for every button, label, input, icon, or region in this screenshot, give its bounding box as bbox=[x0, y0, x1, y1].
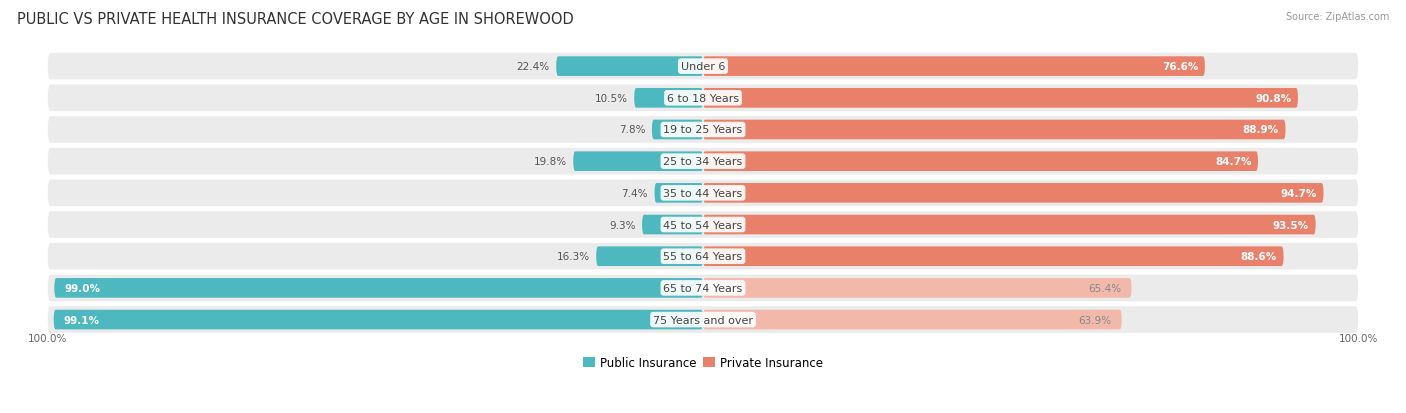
Text: 88.9%: 88.9% bbox=[1243, 125, 1279, 135]
Text: 35 to 44 Years: 35 to 44 Years bbox=[664, 188, 742, 198]
Text: 65 to 74 Years: 65 to 74 Years bbox=[664, 283, 742, 293]
Text: 6 to 18 Years: 6 to 18 Years bbox=[666, 94, 740, 104]
FancyBboxPatch shape bbox=[703, 215, 1316, 235]
Text: 19 to 25 Years: 19 to 25 Years bbox=[664, 125, 742, 135]
Text: 84.7%: 84.7% bbox=[1215, 157, 1251, 167]
Text: 7.4%: 7.4% bbox=[621, 188, 648, 198]
FancyBboxPatch shape bbox=[557, 57, 703, 77]
FancyBboxPatch shape bbox=[48, 212, 1358, 238]
Text: 93.5%: 93.5% bbox=[1272, 220, 1309, 230]
FancyBboxPatch shape bbox=[48, 243, 1358, 270]
FancyBboxPatch shape bbox=[655, 184, 703, 203]
FancyBboxPatch shape bbox=[48, 149, 1358, 175]
Text: 88.6%: 88.6% bbox=[1240, 252, 1277, 261]
FancyBboxPatch shape bbox=[703, 120, 1285, 140]
FancyBboxPatch shape bbox=[574, 152, 703, 171]
Text: 100.0%: 100.0% bbox=[1339, 333, 1378, 343]
FancyBboxPatch shape bbox=[643, 215, 703, 235]
Text: 25 to 34 Years: 25 to 34 Years bbox=[664, 157, 742, 167]
Text: PUBLIC VS PRIVATE HEALTH INSURANCE COVERAGE BY AGE IN SHOREWOOD: PUBLIC VS PRIVATE HEALTH INSURANCE COVER… bbox=[17, 12, 574, 27]
FancyBboxPatch shape bbox=[48, 180, 1358, 206]
FancyBboxPatch shape bbox=[703, 152, 1258, 171]
Text: 76.6%: 76.6% bbox=[1161, 62, 1198, 72]
Text: 22.4%: 22.4% bbox=[516, 62, 550, 72]
FancyBboxPatch shape bbox=[48, 306, 1358, 333]
FancyBboxPatch shape bbox=[703, 57, 1205, 77]
Text: 10.5%: 10.5% bbox=[595, 94, 627, 104]
FancyBboxPatch shape bbox=[703, 184, 1323, 203]
Legend: Public Insurance, Private Insurance: Public Insurance, Private Insurance bbox=[578, 351, 828, 374]
FancyBboxPatch shape bbox=[48, 85, 1358, 112]
FancyBboxPatch shape bbox=[703, 310, 1122, 330]
Text: 9.3%: 9.3% bbox=[609, 220, 636, 230]
FancyBboxPatch shape bbox=[48, 275, 1358, 301]
Text: 45 to 54 Years: 45 to 54 Years bbox=[664, 220, 742, 230]
Text: 19.8%: 19.8% bbox=[534, 157, 567, 167]
Text: 100.0%: 100.0% bbox=[28, 333, 67, 343]
Text: 7.8%: 7.8% bbox=[619, 125, 645, 135]
FancyBboxPatch shape bbox=[703, 278, 1132, 298]
FancyBboxPatch shape bbox=[703, 89, 1298, 108]
Text: 94.7%: 94.7% bbox=[1281, 188, 1317, 198]
Text: 99.1%: 99.1% bbox=[63, 315, 100, 325]
FancyBboxPatch shape bbox=[652, 120, 703, 140]
Text: 63.9%: 63.9% bbox=[1078, 315, 1112, 325]
FancyBboxPatch shape bbox=[48, 117, 1358, 143]
Text: 55 to 64 Years: 55 to 64 Years bbox=[664, 252, 742, 261]
FancyBboxPatch shape bbox=[48, 54, 1358, 80]
Text: 16.3%: 16.3% bbox=[557, 252, 589, 261]
Text: Under 6: Under 6 bbox=[681, 62, 725, 72]
Text: Source: ZipAtlas.com: Source: ZipAtlas.com bbox=[1285, 12, 1389, 22]
Text: 99.0%: 99.0% bbox=[65, 283, 100, 293]
Text: 90.8%: 90.8% bbox=[1256, 94, 1291, 104]
FancyBboxPatch shape bbox=[596, 247, 703, 266]
FancyBboxPatch shape bbox=[53, 310, 703, 330]
FancyBboxPatch shape bbox=[55, 278, 703, 298]
Text: 75 Years and over: 75 Years and over bbox=[652, 315, 754, 325]
Text: 65.4%: 65.4% bbox=[1088, 283, 1122, 293]
FancyBboxPatch shape bbox=[634, 89, 703, 108]
FancyBboxPatch shape bbox=[703, 247, 1284, 266]
